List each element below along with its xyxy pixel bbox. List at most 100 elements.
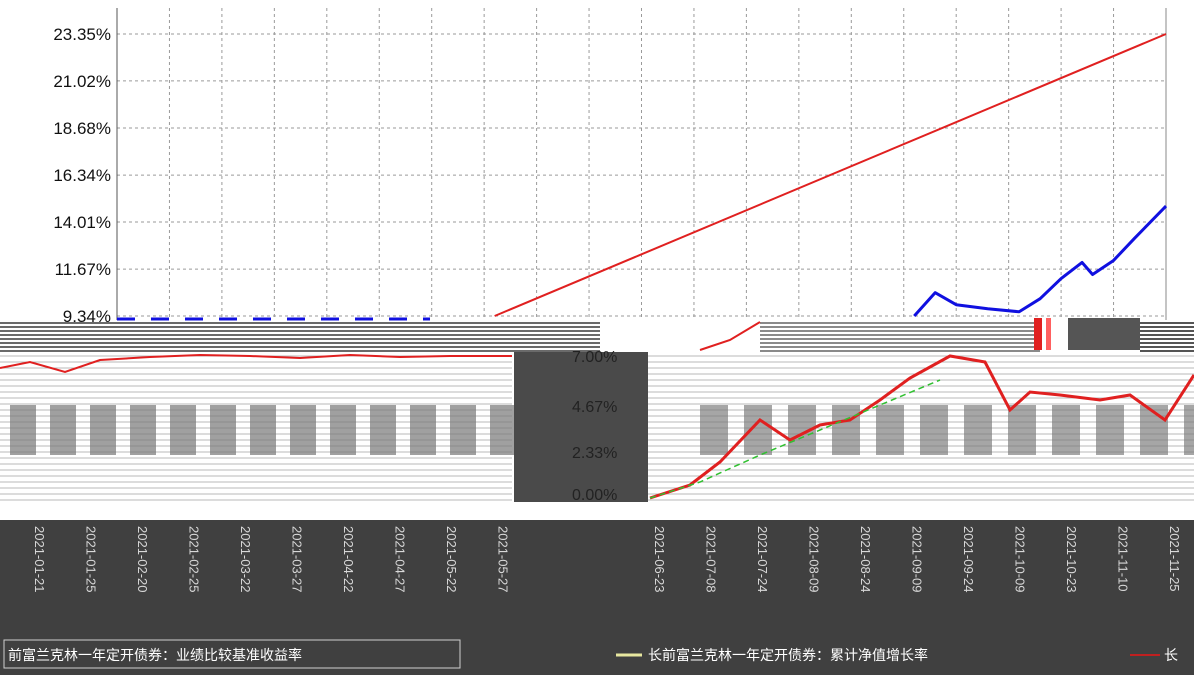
secondary-red-line-right [649, 354, 1194, 500]
date-label: 2021-08-09 [807, 526, 822, 593]
date-label: 2021-03-27 [290, 526, 305, 593]
secondary-glitch-column [210, 405, 236, 455]
secondary-glitch-column [964, 405, 992, 455]
date-label: 2021-11-25 [1167, 526, 1182, 592]
legend-left-text: 前富兰克林一年定开债券：业绩比较基准收益率 [8, 647, 302, 663]
secondary-y-tick-label: 0.00% [572, 487, 617, 504]
secondary-glitch-column [1008, 405, 1036, 455]
secondary-glitch-column [170, 405, 196, 455]
date-label: 2021-09-24 [961, 526, 976, 593]
secondary-glitch-column [490, 405, 516, 455]
glitch-block [1068, 318, 1140, 350]
glitch-stripe [0, 338, 600, 340]
glitch-stripe [1140, 322, 1194, 324]
legend-right-text: 长前富兰克林一年定开债券：累计净值增长率 [648, 647, 928, 663]
secondary-glitch-column [330, 405, 356, 455]
glitch-stripe [0, 334, 600, 336]
secondary-panel: 7.00% 4.67% 2.33% 0.00% [0, 349, 1194, 504]
date-label: 2021-01-25 [84, 526, 99, 593]
secondary-glitch-column [1052, 405, 1080, 455]
glitch-stripe [760, 334, 1040, 336]
secondary-glitch-column [50, 405, 76, 455]
secondary-glitch-column [700, 405, 728, 455]
date-label: 2021-05-22 [444, 526, 459, 593]
glitch-stripe [1140, 330, 1194, 332]
glitch-stripe [0, 350, 600, 352]
date-label: 2021-04-22 [341, 526, 356, 593]
secondary-glitch-column [920, 405, 948, 455]
glitch-stripe [1140, 342, 1194, 344]
secondary-glitch-column [744, 405, 772, 455]
secondary-glitch-column [290, 405, 316, 455]
date-label: 2021-10-23 [1064, 526, 1079, 593]
legend-tail-text: 长 [1164, 647, 1178, 663]
glitch-stripe [760, 350, 1040, 352]
secondary-y-tick-label: 4.67% [572, 399, 617, 416]
date-label: 2021-07-24 [755, 526, 770, 593]
y-tick-label: 11.67% [55, 260, 111, 279]
glitch-stripe [0, 322, 600, 324]
y-tick-label: 23.35% [53, 25, 111, 44]
date-label: 2021-08-24 [858, 526, 873, 593]
date-label: 2021-10-09 [1013, 526, 1028, 593]
secondary-glitch-column [250, 405, 276, 455]
glitch-stripe [1140, 346, 1194, 348]
legend: 前富兰克林一年定开债券：业绩比较基准收益率 长前富兰克林一年定开债券：累计净值增… [3, 639, 1178, 669]
glitch-stripe [1140, 338, 1194, 340]
secondary-gap [514, 352, 648, 502]
glitch-stripe [760, 338, 1040, 340]
glitch-stripe [760, 342, 1040, 344]
glitch-stripe [760, 330, 1040, 332]
glitch-stripe [0, 346, 600, 348]
secondary-glitch-column [10, 405, 36, 455]
glitch-block-red [1034, 318, 1042, 350]
series-line-0 [494, 33, 1167, 317]
date-label: 2021-04-27 [393, 526, 408, 593]
glitch-stripe [0, 326, 600, 328]
date-label: 2021-06-23 [652, 526, 667, 593]
glitch-stripe [0, 330, 600, 332]
secondary-glitch-column [90, 405, 116, 455]
y-tick-label: 14.01% [53, 213, 111, 232]
series-line-1 [913, 205, 1168, 318]
secondary-glitch-column [410, 405, 436, 455]
glitch-stripe [1140, 326, 1194, 328]
secondary-glitch-column [1184, 405, 1194, 455]
glitch-stripe [1140, 350, 1194, 352]
y-tick-label: 9.34% [63, 307, 111, 326]
secondary-glitch-column [130, 405, 156, 455]
glitch-red-fragment [699, 321, 761, 351]
secondary-glitch-column [876, 405, 904, 455]
glitch-band [0, 318, 1194, 352]
date-label: 2021-02-20 [135, 526, 150, 593]
y-tick-label: 21.02% [53, 72, 111, 91]
date-band-background [0, 520, 1194, 635]
glitch-stripe [760, 326, 1040, 328]
secondary-glitch-column [370, 405, 396, 455]
date-label: 2021-05-27 [496, 526, 511, 593]
secondary-glitch-column [450, 405, 476, 455]
date-label: 2021-02-25 [187, 526, 202, 593]
upper-y-tick-labels: 23.35% 21.02% 18.68% 16.34% 14.01% 11.67% 9.34… [53, 25, 111, 326]
upper-grid [117, 8, 1167, 320]
secondary-y-tick-label: 2.33% [572, 445, 617, 462]
date-label: 2021-07-08 [704, 526, 719, 593]
glitch-stripe [0, 342, 600, 344]
secondary-glitch-column [1096, 405, 1124, 455]
secondary-green-line [649, 379, 941, 499]
glitch-block-red [1046, 318, 1051, 350]
secondary-glitch-column [832, 405, 860, 455]
secondary-red-line-left [0, 353, 512, 374]
y-tick-label: 18.68% [53, 119, 111, 138]
secondary-y-tick-label: 7.00% [572, 349, 617, 366]
glitch-stripe [760, 322, 1040, 324]
date-label: 2021-09-09 [910, 526, 925, 593]
date-label: 2021-03-22 [238, 526, 253, 593]
legend-left-box [3, 639, 461, 669]
y-tick-label: 16.34% [53, 166, 111, 185]
date-label: 2021-11-10 [1116, 526, 1131, 592]
date-label: 2021-01-21 [32, 526, 47, 593]
upper-series [117, 33, 1168, 321]
date-labels: 2021-01-21 2021-01-25 2021-02-20 2021-02-25… [32, 526, 1182, 593]
